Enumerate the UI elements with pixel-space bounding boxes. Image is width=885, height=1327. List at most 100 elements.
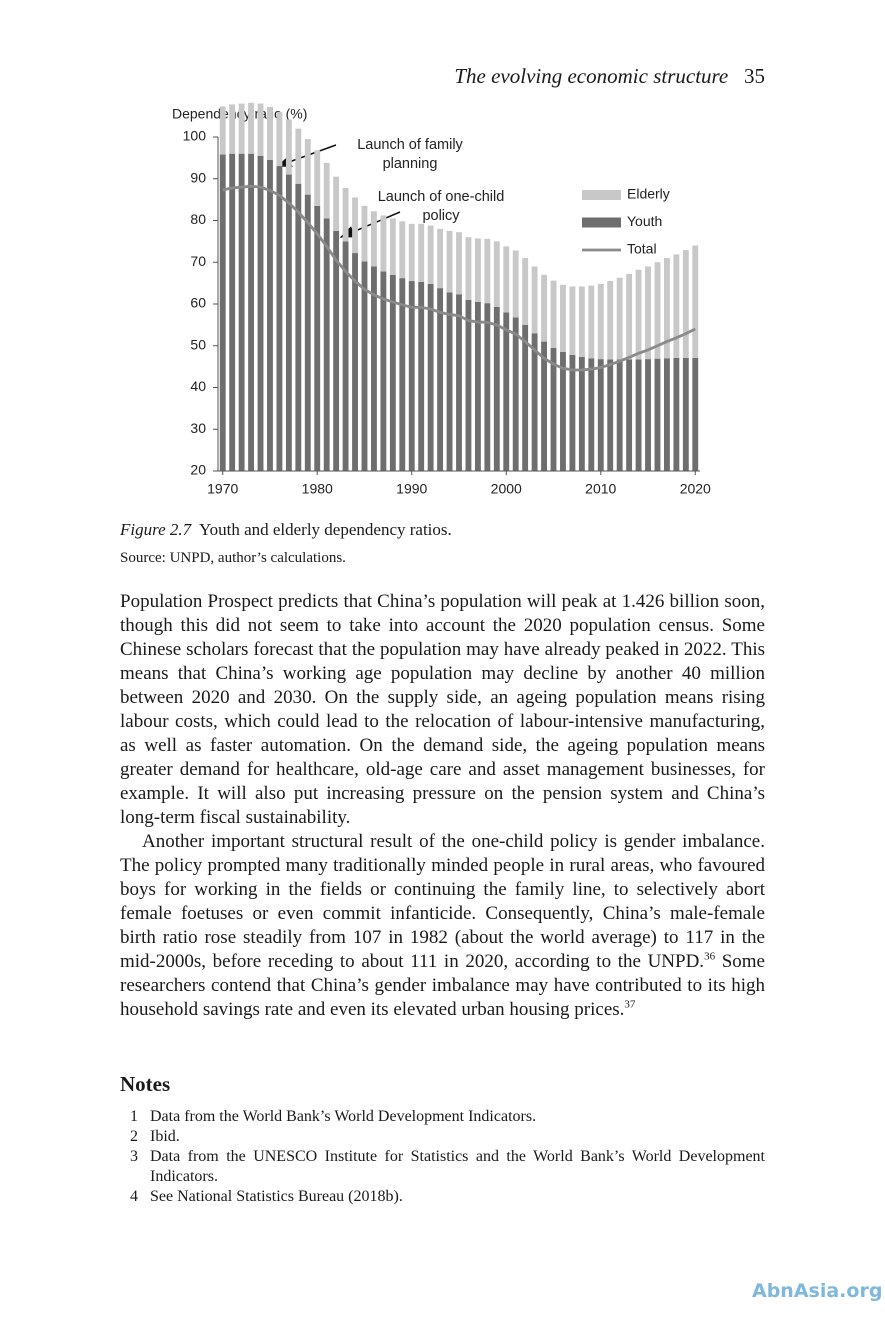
y-tick-label: 80 [190, 211, 206, 227]
bar [418, 281, 425, 471]
note-ref: 37 [624, 998, 636, 1011]
y-tick-label: 70 [190, 253, 206, 269]
bar [692, 245, 699, 358]
y-tick-label: 60 [190, 295, 206, 311]
bar [238, 103, 245, 154]
bar [323, 218, 330, 471]
bar [446, 292, 453, 471]
bar [493, 241, 500, 307]
bar [635, 359, 642, 471]
arrow [339, 211, 401, 238]
bar [503, 312, 510, 471]
y-tick-label: 90 [190, 169, 206, 185]
bar [342, 241, 349, 471]
note-text: Ibid. [150, 1128, 180, 1145]
body-text: Population Prospect predicts that China’… [120, 590, 765, 1022]
bar [371, 266, 377, 471]
bar [333, 230, 340, 471]
bar [304, 194, 311, 472]
bar [673, 254, 680, 358]
bar [682, 250, 689, 358]
bar [597, 283, 604, 360]
bar [654, 358, 661, 471]
watermark: AbnAsia.org [752, 1280, 883, 1302]
bar [427, 225, 434, 284]
bar [560, 352, 566, 471]
chart: Dependency ratio (%) ElderlyYouthTotal20… [172, 102, 711, 497]
note-number: 4 [130, 1188, 138, 1205]
bar [588, 358, 595, 471]
bar [663, 358, 670, 471]
bar [616, 277, 623, 360]
y-tick-label: 100 [183, 128, 207, 144]
note-text: Data from the World Bank’s World Develop… [150, 1108, 537, 1125]
bar [314, 205, 321, 471]
bar [389, 218, 396, 275]
bar [484, 303, 491, 471]
bar [380, 215, 387, 272]
bar [219, 154, 226, 471]
bar [682, 357, 689, 471]
bar [257, 155, 264, 471]
bar [645, 359, 651, 471]
bar [597, 359, 604, 471]
bar [399, 278, 406, 471]
y-tick-label: 50 [190, 336, 206, 352]
legend-label: Elderly [627, 186, 670, 202]
bar [465, 237, 472, 300]
caption-text: Youth and elderly dependency ratios. [199, 520, 452, 539]
bar [607, 281, 614, 360]
bar [474, 301, 481, 471]
bar [522, 324, 529, 471]
bar [635, 269, 642, 360]
caption-label: Figure 2.7 [120, 520, 192, 539]
bar [371, 211, 377, 267]
bar [531, 333, 538, 471]
bar [673, 357, 680, 471]
bar [361, 205, 368, 262]
bar [541, 274, 547, 342]
bar [389, 274, 396, 471]
bar [616, 359, 623, 471]
bar [437, 288, 444, 471]
y-tick-label: 40 [190, 378, 206, 394]
legend-swatch [582, 217, 621, 228]
paragraph: Population Prospect predicts that China’… [120, 590, 765, 830]
x-tick-label: 1990 [396, 481, 427, 497]
bar [295, 183, 302, 471]
note-number: 2 [130, 1128, 138, 1145]
bar [654, 262, 661, 359]
bar [484, 238, 491, 304]
bar [607, 359, 614, 471]
x-tick-label: 1970 [207, 481, 238, 497]
bar [588, 285, 595, 359]
bar [541, 341, 547, 471]
bar [342, 187, 349, 242]
bar [352, 197, 358, 254]
legend-label: Total [627, 241, 657, 257]
paragraph-text: Some researchers contend that China’s ge… [120, 951, 765, 1020]
bar [663, 258, 670, 359]
bar [408, 281, 415, 471]
bar [456, 294, 462, 471]
bar [474, 238, 481, 302]
annotation: Launch of one-child policy [377, 189, 505, 224]
bar [446, 230, 453, 293]
bar [219, 106, 226, 155]
annotation: Launch of family planning [357, 137, 463, 172]
note-text: Data from the UNESCO Institute for Stati… [150, 1148, 765, 1185]
source: Source: UNPD, author’s calculations. [120, 550, 346, 566]
bar [569, 354, 576, 471]
bar [285, 174, 292, 471]
bar [238, 153, 245, 471]
legend-swatch [582, 190, 621, 200]
bar [267, 159, 273, 471]
paragraph-text: Another important structural result of t… [120, 831, 765, 972]
bar [285, 119, 292, 175]
bar [465, 299, 472, 471]
x-tick-label: 2010 [585, 481, 616, 497]
bar [361, 261, 368, 471]
bar [645, 266, 651, 360]
bar [229, 153, 236, 471]
bar [578, 286, 585, 358]
